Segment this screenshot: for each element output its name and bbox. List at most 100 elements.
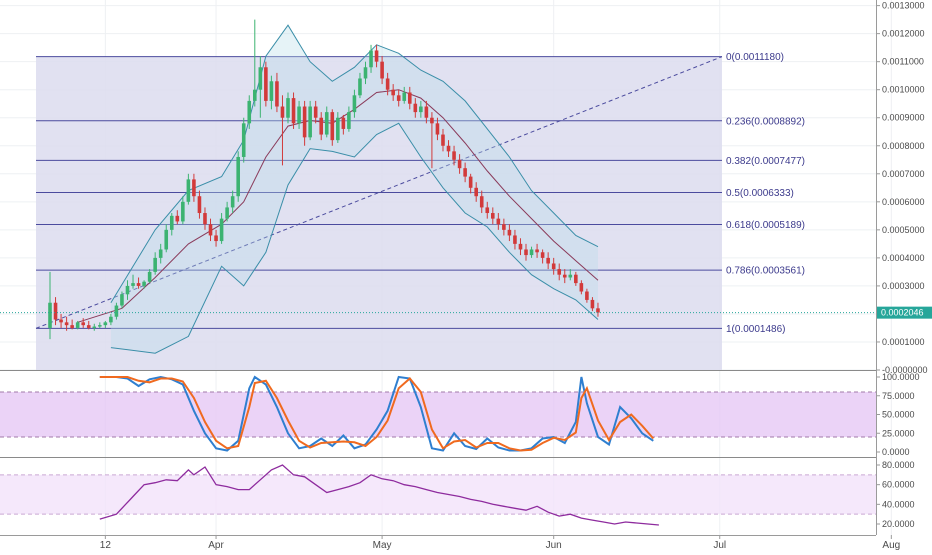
candle-body (59, 319, 63, 323)
candle-body (142, 281, 146, 286)
stochastic-tick-label: 75.0000 (882, 391, 915, 401)
fib-fill (36, 56, 722, 370)
time-tick-label: Jul (713, 540, 726, 550)
candle-body (175, 215, 180, 222)
candlesticks (0, 19, 876, 340)
candle (103, 320, 108, 328)
candle (358, 72, 362, 99)
candle-body (48, 302, 52, 328)
candle-body (369, 50, 373, 68)
stochastic-line (99, 375, 654, 452)
candle (402, 86, 407, 104)
candle (286, 92, 290, 124)
candle (441, 128, 445, 152)
candle-body (546, 257, 550, 264)
candle-body (330, 112, 335, 141)
candle (468, 173, 473, 194)
candle (142, 280, 146, 289)
fib-level-label: 1(0.0001486) (726, 324, 786, 335)
candle-body (590, 299, 595, 309)
candle-body (103, 322, 108, 326)
candle-body (136, 283, 141, 286)
candle (86, 320, 91, 330)
candle (169, 213, 174, 236)
candle (374, 44, 379, 68)
candle (147, 269, 152, 284)
stochastic-tick-label: 100.0000 (882, 372, 920, 382)
candle (125, 280, 130, 300)
candle (385, 72, 390, 96)
fib-level-label: 0.5(0.0006333) (726, 188, 794, 199)
candle-body (109, 316, 113, 323)
candle (258, 56, 263, 118)
candle (109, 313, 113, 326)
candle (347, 106, 351, 132)
candle (574, 271, 578, 286)
time-tick-label: May (373, 540, 392, 550)
candle-body (114, 305, 119, 317)
candle (158, 243, 163, 264)
time-tick-label: Jun (546, 540, 562, 550)
candle-body (86, 325, 91, 328)
candle-body (275, 81, 279, 107)
candle (297, 100, 301, 129)
candle (551, 257, 556, 275)
candle-body (374, 50, 379, 62)
candle-body (225, 207, 229, 219)
bollinger-fill (110, 25, 599, 354)
candle (131, 274, 135, 289)
candle-body (186, 179, 191, 202)
price-tick-label: 0.0008000 (882, 141, 925, 151)
candle-body (402, 92, 407, 101)
candle-body (441, 134, 445, 146)
stochastic-tick-label: 25.0000 (882, 428, 915, 438)
candle (164, 224, 169, 253)
candle (562, 269, 567, 284)
candle-body (297, 106, 301, 124)
candle (430, 112, 434, 169)
candle (535, 243, 539, 258)
candle (192, 173, 196, 202)
candle-body (264, 67, 268, 101)
candle-body (579, 283, 584, 292)
candle (407, 86, 412, 110)
candle (369, 44, 373, 73)
candle (120, 291, 124, 309)
candle-body (419, 106, 423, 113)
fib-level-label: 0.382(0.0007477) (726, 156, 805, 167)
rsi-tick-label: 80.0000 (882, 460, 915, 470)
fib-trend-line[interactable] (35, 56, 723, 329)
fib-level-label: 0.786(0.0003561) (726, 266, 805, 277)
candle (590, 297, 595, 312)
candle-body (214, 235, 218, 242)
candle-body (70, 325, 74, 328)
stochastic-pane (0, 375, 876, 452)
fibonacci-retracement[interactable]: 0(0.0011180) 0.236(0.0008892) 0.382(0.0007… (35, 52, 805, 370)
candle-body (53, 302, 58, 320)
candle-body (385, 78, 390, 90)
candle (313, 100, 318, 124)
candle-body (131, 283, 135, 286)
candle-body (435, 123, 440, 135)
candle (302, 100, 307, 146)
candle (81, 318, 86, 328)
candle-body (197, 196, 202, 214)
rsi-pane (0, 464, 876, 526)
rsi-line (99, 464, 659, 526)
rsi-band (0, 474, 876, 515)
candle-body (164, 229, 169, 250)
sma-line (77, 89, 599, 323)
candle (474, 182, 478, 202)
candle (203, 207, 207, 230)
candle (64, 316, 69, 331)
candle-body (192, 179, 196, 197)
bollinger-upper-line (110, 24, 599, 303)
candle (264, 61, 268, 107)
candle-body (507, 229, 512, 236)
candle (336, 112, 340, 143)
candle-body (391, 89, 395, 96)
candle-body (562, 274, 567, 278)
candle (225, 201, 229, 222)
candle (391, 84, 395, 101)
